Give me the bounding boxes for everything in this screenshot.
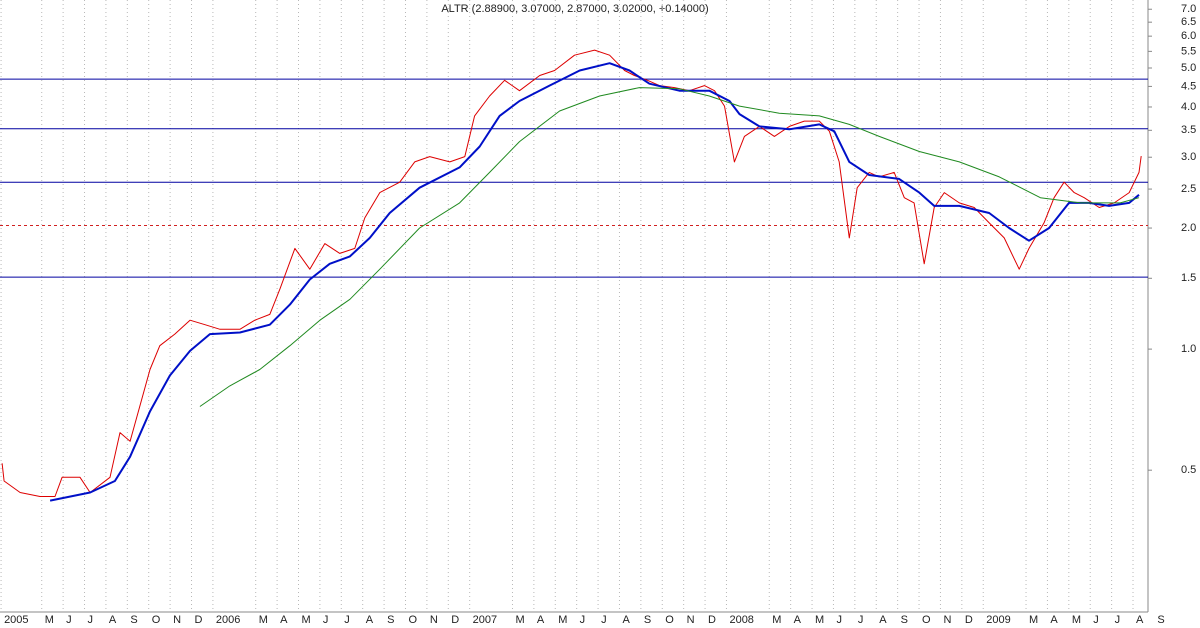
x-tick-label: M	[515, 614, 524, 626]
x-tick-label: M	[815, 614, 824, 626]
price-line	[1, 49, 1142, 497]
x-tick-label: D	[451, 614, 459, 626]
x-tick-label: 2005	[4, 614, 28, 626]
x-tick-label: S	[387, 614, 394, 626]
y-tick-label: 2.0	[1181, 222, 1196, 234]
x-tick-label: M	[558, 614, 567, 626]
x-tick-label: A	[879, 614, 887, 626]
price-line	[49, 62, 1140, 502]
x-tick-label: 2009	[986, 614, 1010, 626]
y-tick-label: 2.5	[1181, 183, 1196, 195]
x-tick-label: O	[408, 614, 417, 626]
x-tick-label: J	[836, 614, 842, 626]
x-tick-label: N	[687, 614, 695, 626]
x-tick-label: M	[772, 614, 781, 626]
y-tick-label: 3.5	[1181, 124, 1196, 136]
x-tick-label: 2008	[729, 614, 753, 626]
x-tick-label: N	[943, 614, 951, 626]
x-tick-label: M	[302, 614, 311, 626]
x-tick-label: A	[1136, 614, 1144, 626]
y-tick-label: 5.0	[1181, 62, 1196, 74]
x-tick-label: O	[922, 614, 931, 626]
x-tick-label: N	[173, 614, 181, 626]
y-tick-label: 6.0	[1181, 30, 1196, 42]
y-tick-label: 3.0	[1181, 151, 1196, 163]
x-tick-label: A	[1050, 614, 1058, 626]
x-tick-label: M	[1072, 614, 1081, 626]
x-tick-label: M	[1029, 614, 1038, 626]
x-tick-label: O	[665, 614, 674, 626]
x-tick-label: J	[858, 614, 864, 626]
x-tick-label: A	[280, 614, 288, 626]
x-tick-label: A	[622, 614, 630, 626]
x-tick-label: D	[708, 614, 716, 626]
x-tick-label: J	[580, 614, 586, 626]
x-tick-label: 2006	[216, 614, 240, 626]
x-tick-label: J	[1093, 614, 1099, 626]
y-tick-label: 5.5	[1181, 45, 1196, 57]
x-tick-label: S	[644, 614, 651, 626]
x-tick-label: A	[537, 614, 545, 626]
x-tick-label: J	[88, 614, 94, 626]
x-tick-label: M	[259, 614, 268, 626]
y-tick-label: 1.5	[1181, 272, 1196, 284]
x-tick-label: D	[195, 614, 203, 626]
x-tick-label: J	[601, 614, 607, 626]
x-tick-label: O	[152, 614, 161, 626]
x-tick-label: J	[1115, 614, 1121, 626]
x-tick-label: M	[45, 614, 54, 626]
y-tick-label: 6.5	[1181, 16, 1196, 28]
chart-title: ALTR (2.88900, 3.07000, 2.87000, 3.02000…	[441, 3, 708, 15]
y-tick-label: 4.0	[1181, 101, 1196, 113]
x-tick-label: J	[323, 614, 329, 626]
x-tick-label: A	[366, 614, 374, 626]
x-tick-label: S	[1157, 614, 1164, 626]
x-tick-label: A	[794, 614, 802, 626]
y-tick-label: 4.5	[1181, 80, 1196, 92]
x-tick-label: J	[66, 614, 72, 626]
x-tick-label: D	[965, 614, 973, 626]
x-tick-label: S	[901, 614, 908, 626]
x-tick-label: N	[430, 614, 438, 626]
x-tick-label: A	[109, 614, 117, 626]
y-tick-label: 7.0	[1181, 3, 1196, 15]
y-tick-label: 0.5	[1181, 464, 1196, 476]
y-tick-label: 1.0	[1181, 343, 1196, 355]
x-tick-label: 2007	[473, 614, 497, 626]
x-tick-label: S	[130, 614, 137, 626]
x-tick-label: J	[344, 614, 350, 626]
price-line	[199, 87, 1140, 407]
